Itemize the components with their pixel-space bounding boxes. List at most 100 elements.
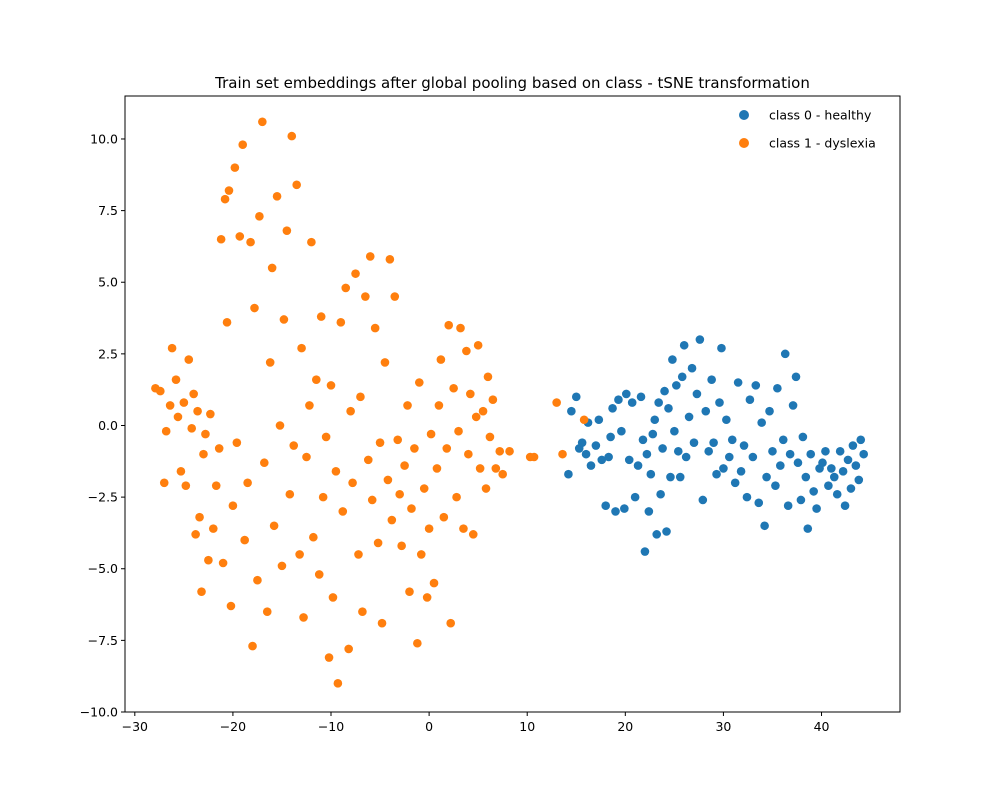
point-series-1-35 (238, 140, 248, 150)
point-series-0-110 (854, 475, 864, 485)
point-series-0-53 (698, 495, 708, 505)
point-series-1-52 (279, 315, 289, 324)
point-series-1-77 (341, 283, 351, 293)
point-series-0-55 (704, 446, 713, 456)
point-series-1-13 (189, 389, 198, 399)
point-series-0-89 (796, 495, 806, 505)
point-series-1-73 (331, 467, 341, 476)
point-series-0-84 (783, 501, 793, 511)
point-series-0-77 (765, 406, 774, 416)
point-series-0-65 (730, 478, 740, 488)
point-series-1-28 (222, 318, 232, 327)
point-series-0-42 (672, 381, 681, 390)
point-series-0-17 (617, 426, 626, 436)
point-series-1-11 (184, 355, 194, 364)
point-series-0-94 (809, 487, 818, 496)
point-series-0-18 (620, 504, 629, 513)
point-series-0-92 (803, 524, 813, 533)
point-series-1-104 (407, 504, 416, 513)
point-series-1-105 (410, 444, 419, 453)
point-series-1-45 (262, 607, 272, 617)
point-series-0-88 (793, 458, 803, 468)
point-series-1-43 (258, 117, 267, 127)
point-series-0-0 (564, 469, 573, 479)
point-series-0-97 (818, 458, 827, 468)
point-series-0-11 (601, 501, 610, 511)
point-series-1-44 (260, 458, 269, 468)
point-series-0-41 (670, 426, 679, 436)
point-series-1-96 (387, 515, 397, 525)
point-series-1-31 (228, 501, 238, 511)
point-series-1-56 (289, 441, 299, 450)
point-series-0-2 (571, 392, 581, 402)
point-series-0-4 (577, 438, 587, 447)
point-series-1-134 (481, 484, 491, 493)
point-series-0-28 (644, 507, 654, 516)
point-series-1-7 (173, 412, 183, 422)
point-series-0-70 (745, 395, 755, 405)
point-series-1-6 (171, 375, 181, 384)
point-series-1-84 (358, 607, 367, 617)
point-series-0-78 (768, 446, 777, 456)
point-series-0-45 (677, 372, 687, 382)
point-series-0-59 (715, 398, 724, 407)
point-series-0-99 (824, 481, 833, 490)
point-series-1-36 (240, 535, 249, 545)
point-series-1-4 (165, 401, 175, 410)
point-series-0-105 (840, 501, 850, 511)
point-series-0-58 (712, 469, 721, 479)
point-series-1-129 (468, 530, 478, 539)
point-series-1-71 (326, 381, 336, 390)
point-series-0-72 (751, 381, 761, 390)
point-series-1-38 (246, 237, 255, 247)
point-series-0-24 (636, 392, 646, 402)
point-series-1-72 (328, 593, 338, 602)
point-series-1-1 (156, 386, 165, 396)
point-series-0-95 (812, 504, 821, 513)
point-series-1-88 (367, 495, 377, 505)
point-series-1-85 (361, 292, 370, 301)
point-series-1-64 (309, 532, 318, 542)
x-tick-label: 0 (425, 719, 433, 734)
point-series-0-67 (736, 467, 746, 476)
point-series-1-23 (211, 481, 221, 490)
point-series-1-55 (287, 131, 297, 141)
point-series-1-108 (416, 550, 426, 559)
point-series-1-132 (475, 464, 485, 473)
y-tick-label: 2.5 (98, 346, 118, 361)
point-series-1-121 (449, 383, 458, 393)
point-series-1-117 (439, 512, 449, 522)
point-series-1-18 (199, 449, 208, 459)
point-series-0-54 (701, 406, 711, 416)
y-tick-label: 0.0 (98, 418, 118, 433)
point-series-1-5 (167, 343, 177, 353)
point-series-1-57 (292, 180, 301, 190)
point-series-1-68 (318, 492, 328, 502)
point-series-1-133 (478, 406, 488, 416)
point-series-1-92 (377, 618, 387, 628)
point-series-1-116 (436, 355, 446, 364)
point-series-1-74 (333, 679, 343, 688)
x-tick-label: −30 (122, 719, 148, 734)
point-series-1-63 (307, 237, 316, 247)
point-series-1-114 (432, 464, 442, 473)
point-series-0-33 (654, 398, 663, 407)
x-tick-label: 30 (715, 719, 731, 734)
point-series-0-109 (851, 461, 861, 470)
point-series-1-102 (403, 401, 412, 410)
point-series-0-64 (727, 435, 737, 445)
point-series-0-79 (771, 481, 780, 490)
point-series-1-3 (161, 426, 171, 436)
point-series-0-10 (597, 455, 607, 465)
point-series-1-100 (397, 541, 406, 551)
point-series-1-42 (255, 212, 264, 221)
point-series-0-50 (689, 438, 699, 447)
point-series-0-35 (658, 444, 667, 453)
point-series-1-19 (201, 429, 210, 439)
x-tick-label: 40 (814, 719, 830, 734)
point-series-0-23 (633, 461, 643, 470)
point-series-1-101 (400, 461, 409, 470)
point-series-1-62 (305, 401, 314, 410)
